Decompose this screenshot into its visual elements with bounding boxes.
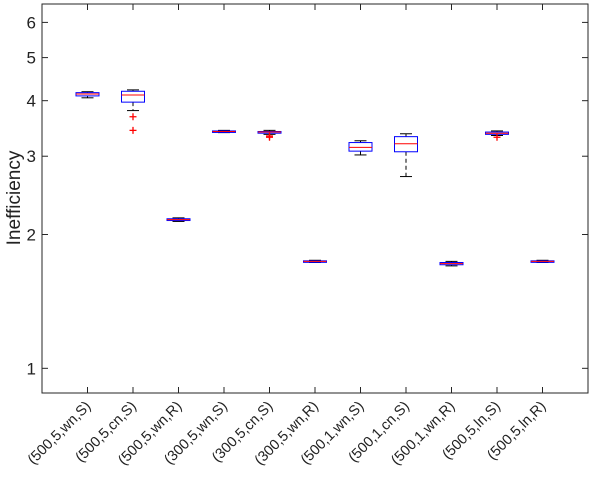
y-tick-label: 2 xyxy=(27,226,36,245)
box-group xyxy=(75,91,100,99)
y-tick-label: 3 xyxy=(27,147,36,166)
box-group xyxy=(121,89,145,134)
x-axis-ticks: (500,5,wn,S)(500,5,cn,S)(500,5,wn,R)(300… xyxy=(25,4,549,469)
y-axis-label: Inefficiency xyxy=(4,150,25,245)
box-iqr xyxy=(121,90,145,103)
box-group xyxy=(257,129,282,141)
y-tick-label: 4 xyxy=(27,92,36,111)
plot-area xyxy=(41,3,589,394)
box-group xyxy=(303,259,327,263)
box-group xyxy=(439,260,464,267)
axes-frame xyxy=(41,3,589,394)
y-axis-ticks: 1 2 3 4 5 6 xyxy=(27,13,588,378)
box-group xyxy=(394,133,418,178)
box-group xyxy=(530,259,555,263)
outlier-point xyxy=(129,126,137,134)
outlier-point xyxy=(266,133,273,141)
y-tick-label: 6 xyxy=(27,13,36,32)
outlier-point xyxy=(129,113,137,121)
outlier-point xyxy=(493,133,501,141)
box-group xyxy=(166,217,191,222)
y-tick-label: 5 xyxy=(27,49,36,68)
box-iqr xyxy=(348,142,373,152)
box-group xyxy=(212,129,236,134)
box-group xyxy=(348,140,373,156)
box-group xyxy=(485,130,509,141)
y-tick-label: 1 xyxy=(27,359,36,378)
